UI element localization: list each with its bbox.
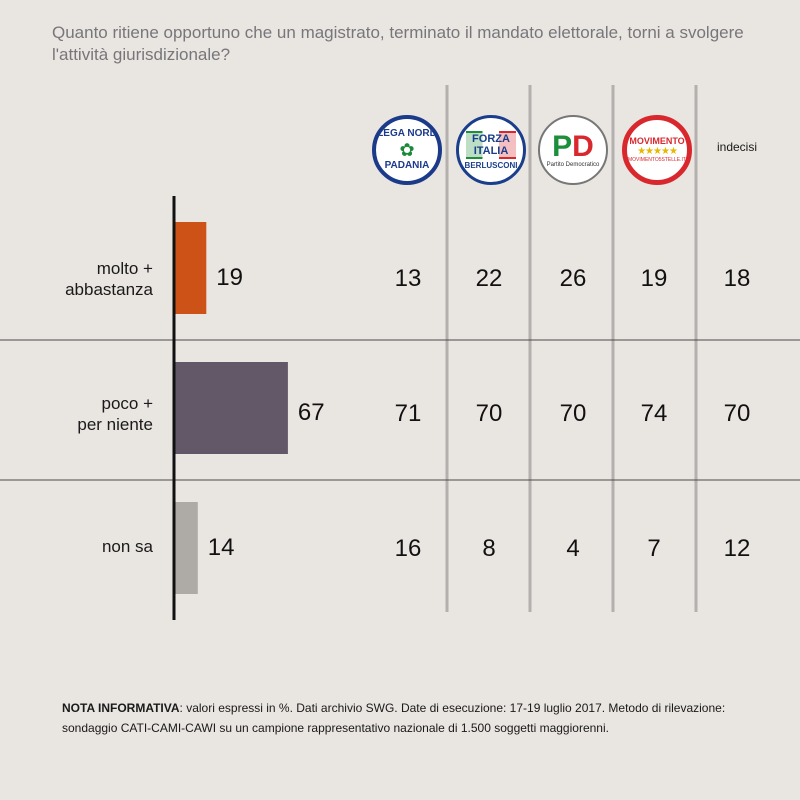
table-cell-r2-c1: 71 bbox=[395, 400, 422, 427]
lega-nord-logo: LEGA NORD ✿ PADANIA bbox=[372, 115, 442, 185]
movimento-5-stelle-logo: MOVIMENTO ★★★★★ MOVIMENTO5STELLE.IT bbox=[622, 115, 692, 185]
bar-value-label-2: 67 bbox=[298, 399, 325, 426]
bar-value-label-1: 19 bbox=[216, 264, 243, 291]
m5s-logo-bottom: MOVIMENTO5STELLE.IT bbox=[628, 157, 686, 163]
table-cell-r3-c5: 12 bbox=[724, 535, 751, 562]
forza-italia-flag: FORZA ITALIA bbox=[466, 130, 516, 159]
lega-nord-logo-mark: ✿ bbox=[399, 140, 415, 160]
table-cell-r2-c2: 70 bbox=[476, 400, 503, 427]
forza-italia-logo-bottom: BERLUSCONI bbox=[464, 160, 518, 170]
lega-nord-logo-bottom: PADANIA bbox=[384, 160, 430, 171]
table-cell-r1-c1: 13 bbox=[395, 265, 422, 292]
table-cell-r3-c3: 4 bbox=[566, 535, 579, 562]
footnote-text: : valori espressi in %. Dati archivio SW… bbox=[62, 701, 726, 735]
column-header-indecisi: indecisi bbox=[717, 140, 757, 154]
table-cell-r2-c4: 74 bbox=[641, 400, 668, 427]
forza-italia-logo-top: FORZA ITALIA bbox=[466, 132, 516, 157]
bar-1 bbox=[174, 222, 207, 314]
m5s-stars-icon: ★★★★★ bbox=[637, 146, 678, 157]
lega-nord-logo-top: LEGA NORD bbox=[377, 128, 437, 139]
survey-question: Quanto ritiene opportuno che un magistra… bbox=[52, 23, 744, 64]
table-cell-r3-c4: 7 bbox=[647, 535, 660, 562]
category-label-3-line-1: non sa bbox=[102, 537, 154, 556]
category-label-2-line-1: poco + bbox=[101, 394, 153, 413]
table-cell-r3-c1: 16 bbox=[395, 535, 422, 562]
pd-letter-p: P bbox=[552, 130, 573, 163]
bar-3 bbox=[174, 502, 198, 594]
table-cell-r3-c2: 8 bbox=[482, 535, 495, 562]
table-cell-r2-c3: 70 bbox=[560, 400, 587, 427]
footnote-bold: NOTA INFORMATIVA bbox=[62, 701, 180, 715]
table-cell-r1-c5: 18 bbox=[724, 265, 751, 292]
pd-letter-d: D bbox=[572, 130, 594, 163]
table-cell-r2-c5: 70 bbox=[724, 400, 751, 427]
category-label-1-line-1: molto + bbox=[97, 259, 153, 278]
partito-democratico-logo: PD Partito Democratico bbox=[538, 115, 608, 185]
bar-2 bbox=[174, 362, 288, 454]
table-cell-r1-c2: 22 bbox=[476, 265, 503, 292]
partito-democratico-logo-bottom: Partito Democratico bbox=[546, 162, 600, 168]
table-cell-r1-c3: 26 bbox=[560, 265, 587, 292]
partito-democratico-mark: PD bbox=[552, 132, 594, 162]
bar-value-label-3: 14 bbox=[208, 534, 235, 561]
category-label-2-line-2: per niente bbox=[77, 415, 153, 434]
footnote: NOTA INFORMATIVA: valori espressi in %. … bbox=[62, 698, 762, 738]
m5s-logo-top: MOVIMENTO bbox=[629, 136, 685, 146]
category-label-1-line-2: abbastanza bbox=[65, 280, 153, 299]
forza-italia-logo: FORZA ITALIA BERLUSCONI bbox=[456, 115, 526, 185]
table-cell-r1-c4: 19 bbox=[641, 265, 668, 292]
